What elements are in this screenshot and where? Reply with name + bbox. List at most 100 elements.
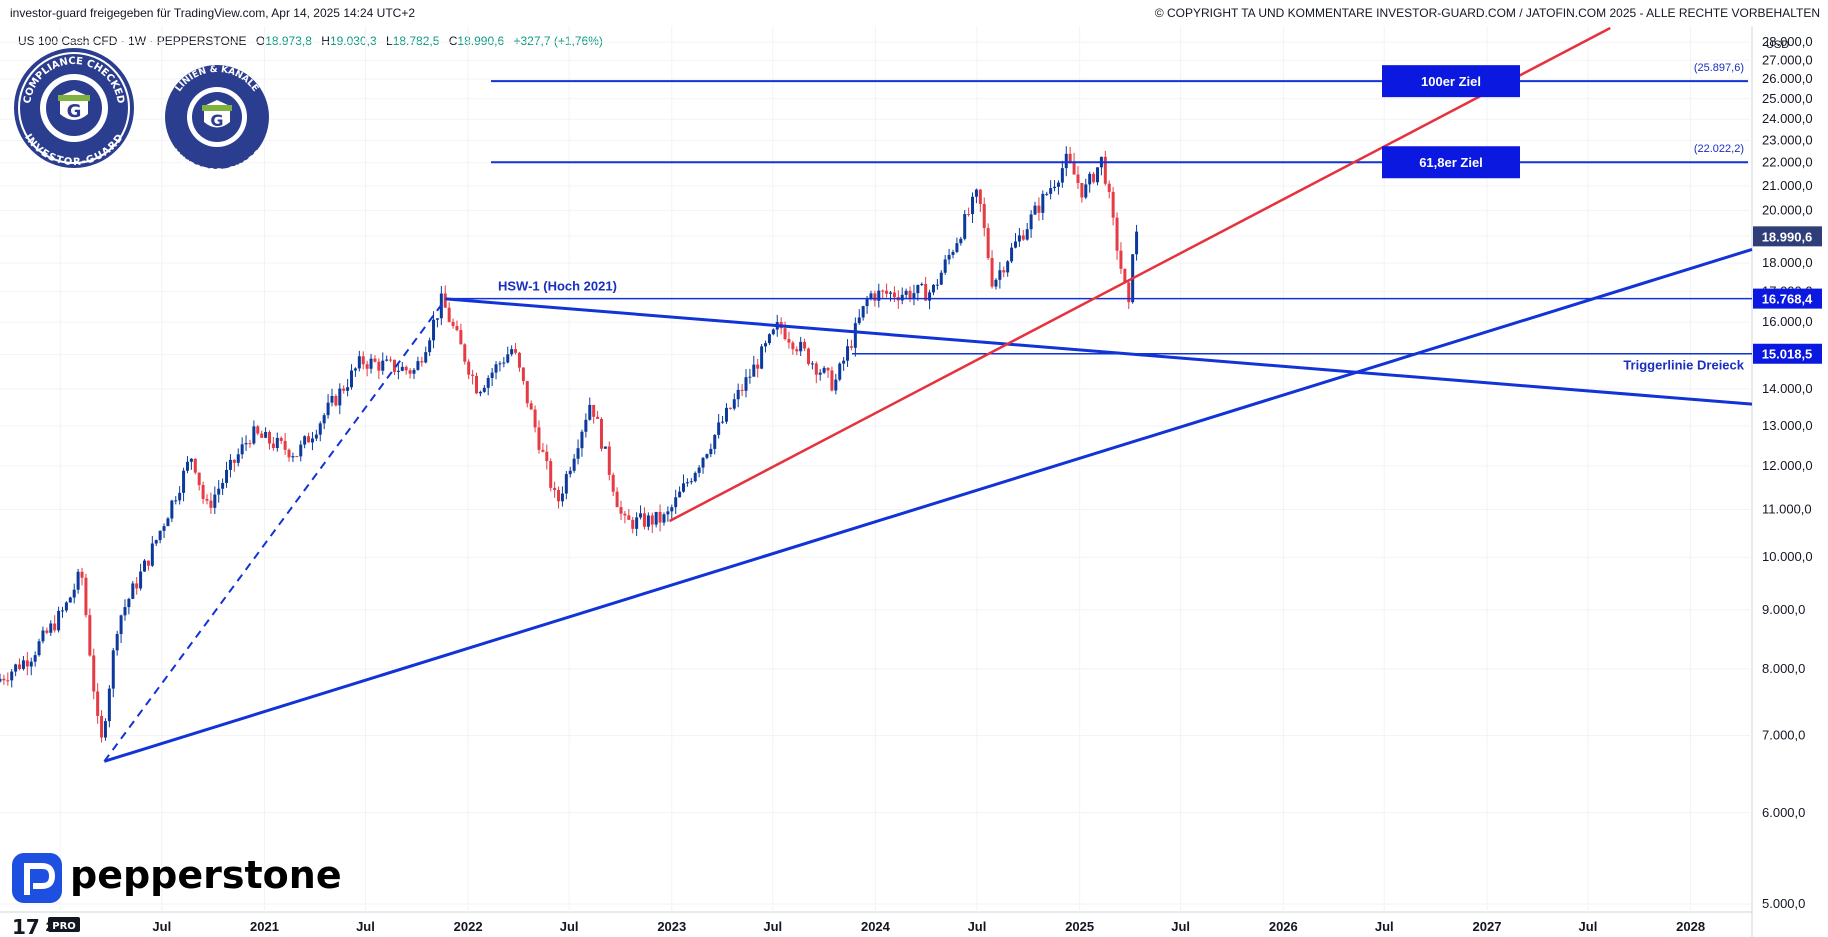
candle-body — [100, 715, 104, 738]
candle-body — [588, 404, 592, 420]
candle-body — [162, 526, 166, 531]
candle-body — [838, 363, 842, 380]
candle-body — [225, 469, 229, 483]
candle-body — [498, 363, 502, 365]
y-tick-label: 5.000,0 — [1762, 896, 1805, 911]
svg-text:17: 17 — [12, 915, 40, 937]
candle-body — [6, 680, 10, 682]
candle-body — [471, 374, 475, 376]
candle-body — [33, 655, 37, 662]
trendline-dashed[interactable] — [103, 298, 447, 762]
candle-body — [1084, 184, 1088, 198]
candle-body — [283, 440, 287, 450]
candle-body — [53, 623, 57, 631]
change-value: +327,7 (+1,76%) — [513, 34, 603, 48]
candle-body — [185, 461, 189, 471]
candle-body — [998, 270, 1002, 280]
candle-body — [830, 370, 834, 391]
candle-body — [1092, 173, 1096, 183]
candle-body — [0, 678, 2, 682]
candle-body — [881, 290, 885, 292]
candle-body — [853, 323, 857, 348]
last-price-tag[interactable]: 18.990,6 — [1753, 226, 1822, 247]
candle-body — [119, 615, 123, 635]
candle-body — [939, 272, 943, 285]
candle-body — [1080, 183, 1084, 198]
trendline-triangle-upper[interactable] — [445, 297, 1753, 406]
candle-body — [670, 507, 674, 512]
y-tick-label: 24.000,0 — [1762, 111, 1813, 126]
candle-body — [350, 370, 354, 388]
candle-body — [416, 361, 420, 370]
candle-body — [490, 372, 494, 379]
time-axis[interactable]: 2020Jul2021Jul2022Jul2023Jul2024Jul2025J… — [46, 919, 1705, 934]
candle-body — [955, 243, 959, 252]
candle-body — [10, 671, 14, 681]
candle-body — [572, 458, 576, 471]
candle-body — [373, 358, 377, 362]
candle-body — [232, 459, 236, 463]
candle-body — [1103, 156, 1107, 184]
candle-body — [545, 451, 549, 462]
candle-body — [740, 389, 744, 391]
y-tick-label: 28.000,0 — [1762, 34, 1813, 49]
candle-body — [947, 254, 951, 260]
candle-body — [861, 306, 865, 318]
candle-body — [1088, 173, 1092, 185]
svg-text:100er Ziel: 100er Ziel — [1421, 74, 1481, 89]
candle-body — [971, 196, 975, 215]
candle-body — [963, 214, 967, 239]
target-100-label[interactable]: 100er Ziel — [1382, 65, 1520, 98]
candle-body — [537, 427, 541, 450]
candle-body — [1096, 167, 1100, 183]
candle-body — [326, 402, 330, 416]
trigger-price-tag[interactable]: 15.018,5 — [1753, 343, 1822, 364]
low-value: 18.782,5 — [392, 34, 440, 48]
candle-body — [1135, 231, 1139, 255]
x-tick-label: Jul — [1579, 919, 1598, 934]
candle-body — [166, 518, 170, 527]
candle-body — [244, 443, 248, 445]
x-tick-label: Jul — [356, 919, 375, 934]
candle-body — [599, 418, 603, 449]
candle-body — [607, 446, 611, 475]
candle-body — [271, 443, 275, 449]
candle-body — [49, 623, 53, 633]
trendline-red-trend[interactable] — [668, 26, 1611, 523]
x-tick-label: 2024 — [861, 919, 891, 934]
candle-body — [1013, 241, 1017, 248]
compliance-badge: G COMPLIANCE CHECKED INVESTOR-GUARD — [14, 48, 134, 168]
candle-body — [623, 513, 627, 516]
candle-body — [557, 489, 561, 502]
candle-body — [467, 361, 471, 375]
candle-body — [517, 352, 521, 368]
x-tick-label: Jul — [968, 919, 987, 934]
candle-body — [892, 292, 896, 298]
target-618-label[interactable]: 61,8er Ziel — [1382, 146, 1520, 179]
candle-body — [57, 610, 61, 631]
candle-body — [885, 290, 889, 294]
candle-body — [514, 349, 518, 353]
symbol-name[interactable]: US 100 Cash CFD · 1W · PEPPERSTONE — [18, 34, 247, 48]
candle-body — [724, 407, 728, 422]
candle-body — [803, 341, 807, 349]
y-tick-label: 23.000,0 — [1762, 133, 1813, 148]
close-value: 18.990,6 — [457, 34, 505, 48]
hsw-price-tag[interactable]: 16.768,4 — [1753, 288, 1822, 309]
candle-body — [615, 491, 619, 508]
candle-body — [506, 354, 510, 363]
y-tick-label: 7.000,0 — [1762, 728, 1805, 743]
candle-body — [877, 290, 881, 301]
y-tick-label: 21.000,0 — [1762, 178, 1813, 193]
candle-body — [521, 367, 525, 382]
trendline-support[interactable] — [103, 248, 1753, 763]
price-axis[interactable]: 5.000,0 6.000,0 7.000,0 8.000,0 9.000,0 10.00… — [1762, 34, 1813, 911]
candle-body — [64, 602, 68, 611]
candle-body — [1029, 214, 1033, 230]
candle-body — [756, 364, 760, 369]
candle-body — [1107, 183, 1111, 192]
candle-body — [721, 421, 725, 423]
candle-body — [806, 348, 810, 365]
candle-body — [420, 361, 424, 363]
